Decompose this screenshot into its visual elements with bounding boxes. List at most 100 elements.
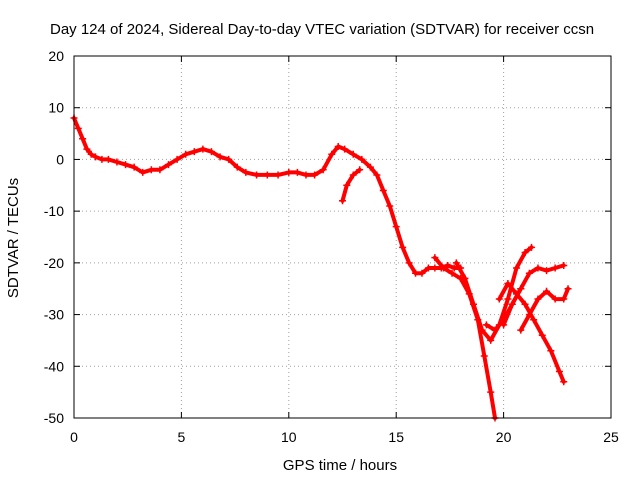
data-point-marker — [504, 280, 512, 288]
data-point-marker — [139, 168, 147, 176]
data-point-marker — [564, 285, 572, 293]
x-tick-label: 10 — [281, 429, 297, 445]
series-trace-rise-at-20 — [482, 285, 525, 334]
data-point-marker — [452, 259, 460, 267]
data-point-marker — [448, 269, 456, 277]
data-point-marker — [285, 168, 293, 176]
series-trace-to-minus-43 — [495, 280, 568, 386]
data-point-marker — [543, 287, 551, 295]
data-point-marker — [517, 326, 525, 334]
data-point-marker — [147, 166, 155, 174]
data-point-marker — [349, 150, 357, 158]
data-point-marker — [156, 166, 164, 174]
data-point-marker — [538, 331, 546, 339]
data-point-marker — [525, 311, 533, 319]
series-trace-loop-lower — [517, 285, 572, 334]
data-point-marker — [491, 326, 499, 334]
data-point-marker — [521, 300, 529, 308]
data-point-marker — [233, 163, 241, 171]
data-point-marker — [487, 388, 495, 396]
x-tick-label: 20 — [496, 429, 512, 445]
series-main-trace — [70, 114, 465, 277]
x-tick-label: 25 — [603, 429, 619, 445]
y-tick-label: 0 — [56, 151, 64, 167]
y-tick-label: 20 — [48, 48, 64, 64]
data-point-marker — [525, 269, 533, 277]
axis-ticks: 0 5 10 15 20 25 20 10 0 -10 -20 -30 -40 -50 — [44, 48, 619, 445]
data-point-marker — [225, 155, 233, 163]
data-point-marker — [122, 161, 130, 169]
data-point-marker — [439, 264, 447, 272]
y-tick-label: -10 — [44, 203, 64, 219]
data-point-marker — [478, 326, 486, 334]
y-tick-label: -50 — [44, 410, 64, 426]
data-point-marker — [328, 150, 336, 158]
data-point-marker — [530, 316, 538, 324]
data-point-marker — [450, 264, 458, 272]
data-point-marker — [293, 168, 301, 176]
data-point-marker — [534, 264, 542, 272]
data-point-marker — [366, 163, 374, 171]
data-point-marker — [508, 300, 516, 308]
plot-frame — [73, 55, 612, 419]
data-point-marker — [547, 347, 555, 355]
data-point-marker — [349, 171, 357, 179]
data-point-marker — [560, 261, 568, 269]
data-point-marker — [418, 269, 426, 277]
data-point-marker — [444, 261, 452, 269]
data-point-marker — [500, 316, 508, 324]
data-point-marker — [98, 155, 106, 163]
data-point-marker — [79, 135, 87, 143]
series-line — [72, 116, 463, 276]
data-point-marker — [482, 321, 490, 329]
grid-lines — [74, 56, 611, 418]
data-point-marker — [560, 295, 568, 303]
data-point-marker — [253, 171, 261, 179]
series-line — [340, 167, 362, 203]
data-point-marker — [199, 145, 207, 153]
data-point-marker — [504, 295, 512, 303]
data-point-marker — [274, 171, 282, 179]
data-point-marker — [431, 264, 439, 272]
x-axis-label: GPS time / hours — [283, 457, 397, 474]
x-tick-label: 15 — [388, 429, 404, 445]
y-tick-label: -20 — [44, 255, 64, 271]
data-point-marker — [560, 378, 568, 386]
data-point-marker — [392, 223, 400, 231]
data-point-marker — [104, 155, 112, 163]
y-tick-label: -30 — [44, 307, 64, 323]
data-point-marker — [551, 264, 559, 272]
y-axis-label: SDTVAR / TECUs — [5, 178, 22, 298]
data-point-marker — [341, 145, 349, 153]
y-tick-label: 10 — [48, 100, 64, 116]
data-point-marker — [551, 295, 559, 303]
data-point-marker — [263, 171, 271, 179]
data-point-marker — [319, 166, 327, 174]
data-point-marker — [311, 171, 319, 179]
data-point-marker — [173, 155, 181, 163]
data-point-marker — [480, 352, 488, 360]
x-tick-label: 5 — [178, 429, 186, 445]
data-point-marker — [74, 124, 82, 132]
data-point-marker — [87, 150, 95, 158]
data-point-marker — [339, 197, 346, 205]
data-point-marker — [182, 150, 190, 158]
data-point-marker — [487, 336, 495, 344]
data-point-marker — [242, 168, 250, 176]
data-point-marker — [470, 300, 478, 308]
data-point-marker — [512, 264, 520, 272]
data-point-marker — [555, 367, 563, 375]
data-point-marker — [190, 148, 198, 156]
data-point-marker — [207, 148, 215, 156]
data-point-marker — [343, 181, 351, 189]
data-point-marker — [165, 161, 173, 169]
data-point-marker — [528, 243, 536, 251]
data-point-marker — [431, 254, 439, 262]
data-point-marker — [405, 259, 413, 267]
data-point-marker — [399, 243, 407, 251]
data-point-marker — [495, 295, 503, 303]
data-point-marker — [302, 171, 310, 179]
data-point-marker — [534, 295, 542, 303]
data-point-marker — [216, 153, 224, 161]
